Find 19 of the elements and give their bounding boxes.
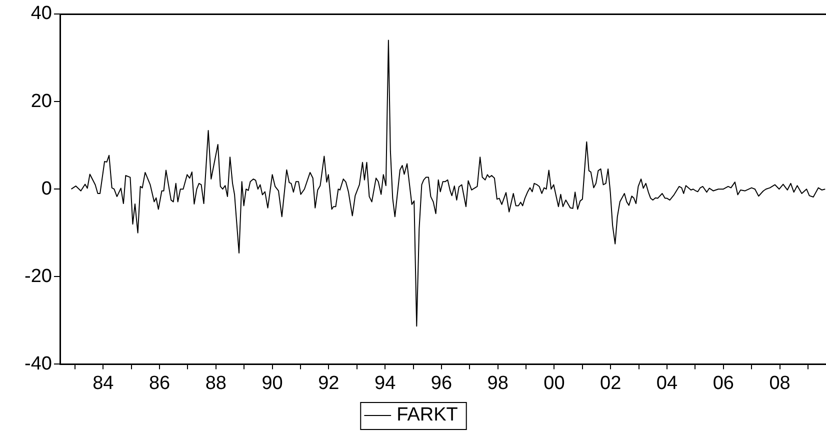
x-tick-label: 04 <box>656 372 678 394</box>
y-tick-label: 20 <box>30 90 52 112</box>
y-tick-label: -20 <box>24 266 52 287</box>
x-tick-label: 08 <box>769 372 790 394</box>
y-tick-label: 40 <box>30 3 52 24</box>
x-tick-label: 06 <box>712 372 734 394</box>
x-tick-label: 84 <box>92 372 114 394</box>
x-tick-label: 90 <box>262 372 283 394</box>
x-tick-label: 02 <box>600 372 622 394</box>
y-tick-label: 0 <box>41 178 52 200</box>
x-tick-label: 86 <box>148 372 170 394</box>
x-tick-label: 96 <box>430 372 452 394</box>
x-tick-label: 92 <box>318 372 340 394</box>
legend-label: FARKT <box>396 404 458 426</box>
y-tick-label: -40 <box>24 353 52 374</box>
x-tick-label: 88 <box>205 372 226 394</box>
x-tick-label: 00 <box>544 372 565 394</box>
x-tick-label: 98 <box>487 372 508 394</box>
x-tick-label: 94 <box>374 372 396 394</box>
